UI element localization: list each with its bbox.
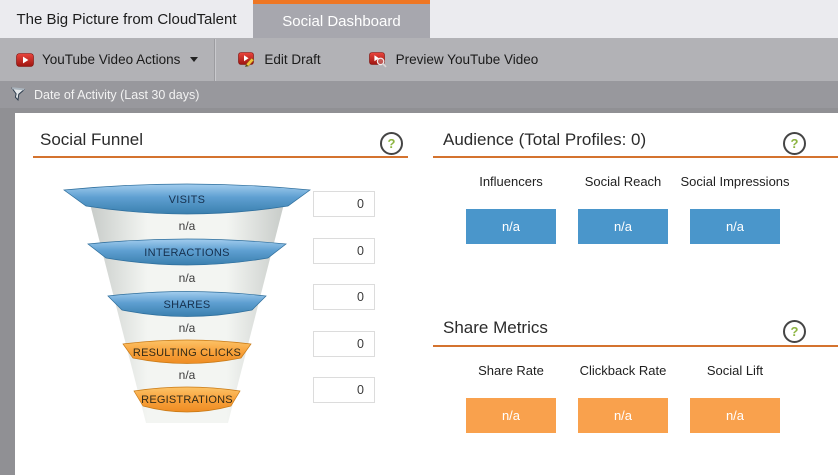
tab-bar: The Big Picture from CloudTalent Social … bbox=[0, 0, 838, 38]
share-metrics-value-clickback-rate: n/a bbox=[578, 398, 668, 433]
preview-youtube-video-label: Preview YouTube Video bbox=[395, 52, 539, 67]
share-metrics-title: Share Metrics bbox=[443, 318, 548, 337]
funnel-value-shares: 0 bbox=[313, 284, 375, 310]
audience-value-influencers: n/a bbox=[466, 209, 556, 244]
share-metrics-label-social-lift: Social Lift bbox=[706, 363, 764, 378]
tab-big-picture[interactable]: The Big Picture from CloudTalent bbox=[0, 0, 253, 38]
filter-funnel-icon bbox=[11, 87, 25, 101]
preview-youtube-video-button[interactable]: Preview YouTube Video bbox=[353, 38, 555, 81]
audience-rule bbox=[433, 156, 838, 158]
edit-draft-icon bbox=[238, 51, 255, 67]
tab-social-dashboard[interactable]: Social Dashboard bbox=[253, 0, 430, 38]
funnel-stage-interactions bbox=[87, 238, 287, 266]
funnel-stage-shares bbox=[107, 291, 267, 317]
funnel-label-visits: VISITS bbox=[169, 194, 206, 206]
social-funnel-help-icon[interactable]: ? bbox=[380, 132, 403, 155]
funnel-value-resulting-clicks: 0 bbox=[313, 331, 375, 357]
dashboard-panel: Social Funnel ? bbox=[15, 113, 838, 475]
share-metrics-label-share-rate: Share Rate bbox=[478, 363, 544, 378]
share-metrics-help-icon[interactable]: ? bbox=[783, 320, 806, 343]
share-metrics-rule bbox=[433, 345, 838, 347]
social-funnel-rule bbox=[33, 156, 408, 158]
funnel-na-shares: n/a bbox=[179, 321, 196, 335]
preview-video-icon bbox=[368, 51, 387, 67]
share-metrics-value-share-rate: n/a bbox=[466, 398, 556, 433]
content-area: Social Funnel ? bbox=[0, 108, 838, 475]
edit-draft-button[interactable]: Edit Draft bbox=[222, 38, 336, 81]
audience-label-social-impressions: Social Impressions bbox=[680, 174, 790, 189]
toolbar-separator bbox=[214, 38, 217, 81]
funnel-value-registrations: 0 bbox=[313, 377, 375, 403]
date-filter-bar[interactable]: Date of Activity (Last 30 days) bbox=[0, 81, 838, 108]
funnel-label-interactions: INTERACTIONS bbox=[144, 247, 230, 259]
funnel-value-interactions: 0 bbox=[313, 238, 375, 264]
youtube-video-actions-label: YouTube Video Actions bbox=[42, 52, 181, 67]
edit-draft-label: Edit Draft bbox=[264, 52, 321, 67]
audience-title: Audience (Total Profiles: 0) bbox=[443, 130, 647, 149]
share-metrics-labels-row: Share Rate Clickback Rate Social Lift bbox=[455, 362, 791, 379]
funnel-stage-registrations bbox=[133, 386, 241, 413]
funnel-na-interactions: n/a bbox=[179, 271, 196, 285]
youtube-video-actions-button[interactable]: YouTube Video Actions bbox=[0, 38, 214, 81]
share-metrics-values-row: n/a n/a n/a bbox=[455, 398, 791, 433]
audience-help-icon[interactable]: ? bbox=[783, 132, 806, 155]
audience-label-social-reach: Social Reach bbox=[584, 174, 662, 189]
audience-values-row: n/a n/a n/a bbox=[455, 209, 791, 244]
dropdown-caret-icon bbox=[190, 57, 199, 62]
funnel-value-visits: 0 bbox=[313, 191, 375, 217]
audience-value-social-reach: n/a bbox=[578, 209, 668, 244]
youtube-play-icon bbox=[16, 52, 34, 67]
audience-labels-row: Influencers Social Reach Social Impressi… bbox=[455, 173, 791, 190]
social-funnel-title: Social Funnel bbox=[40, 130, 144, 149]
toolbar: YouTube Video Actions Edit Draft Preview… bbox=[0, 38, 838, 81]
share-metrics-value-social-lift: n/a bbox=[690, 398, 780, 433]
audience-label-influencers: Influencers bbox=[479, 174, 543, 189]
funnel-na-resulting-clicks: n/a bbox=[179, 368, 196, 382]
audience-value-social-impressions: n/a bbox=[690, 209, 780, 244]
funnel-stage-resulting-clicks bbox=[122, 339, 252, 364]
funnel-label-shares: SHARES bbox=[163, 299, 210, 311]
funnel-na-visits: n/a bbox=[179, 219, 196, 233]
date-filter-label: Date of Activity (Last 30 days) bbox=[34, 87, 200, 102]
funnel-label-registrations: REGISTRATIONS bbox=[141, 394, 233, 406]
share-metrics-label-clickback-rate: Clickback Rate bbox=[579, 363, 667, 378]
social-funnel-chart: VISITS INTERACTIONS SHARES RESULTING CLI… bbox=[63, 183, 311, 423]
funnel-stage-visits bbox=[63, 183, 311, 215]
funnel-label-resulting-clicks: RESULTING CLICKS bbox=[133, 347, 241, 359]
